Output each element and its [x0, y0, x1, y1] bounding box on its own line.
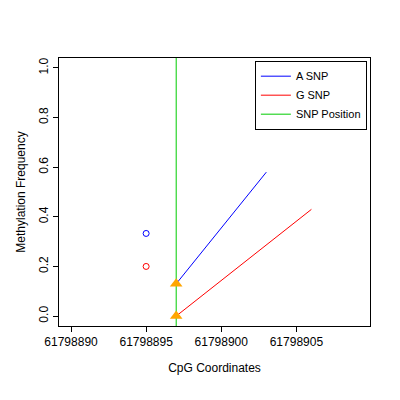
svg-text:0.8: 0.8 — [37, 107, 51, 124]
svg-text:61798895: 61798895 — [119, 335, 173, 349]
svg-text:A SNP: A SNP — [296, 70, 328, 82]
svg-text:0.2: 0.2 — [37, 256, 51, 273]
svg-text:61798890: 61798890 — [44, 335, 98, 349]
svg-text:61798905: 61798905 — [270, 335, 324, 349]
svg-text:61798900: 61798900 — [195, 335, 249, 349]
svg-text:1.0: 1.0 — [37, 57, 51, 74]
svg-text:Methylation Frequency: Methylation Frequency — [14, 131, 28, 252]
svg-text:0.4: 0.4 — [37, 206, 51, 223]
svg-text:G SNP: G SNP — [296, 89, 330, 101]
svg-text:0.0: 0.0 — [37, 306, 51, 323]
svg-text:0.6: 0.6 — [37, 157, 51, 174]
svg-text:CpG Coordinates: CpG Coordinates — [168, 361, 261, 375]
svg-text:SNP Position: SNP Position — [296, 108, 361, 120]
